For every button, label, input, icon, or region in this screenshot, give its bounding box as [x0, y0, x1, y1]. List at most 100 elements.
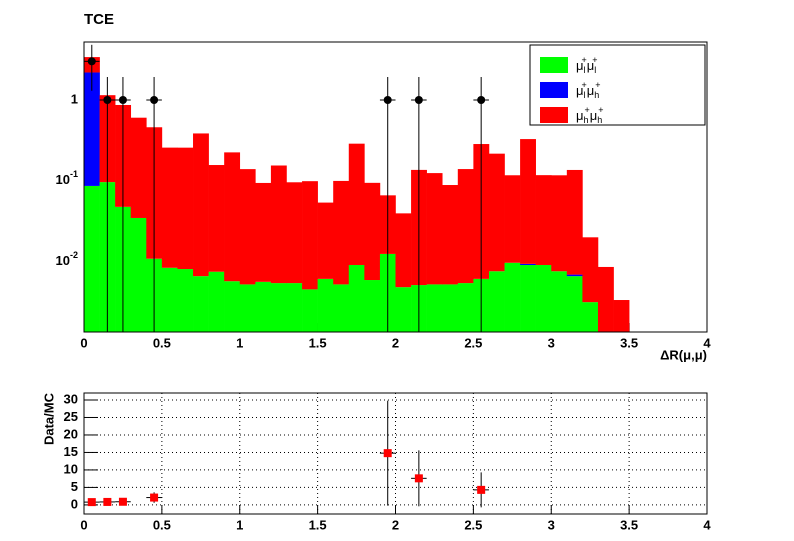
data-point: [414, 96, 423, 105]
frame: [83, 392, 708, 515]
histogram-bar: [551, 271, 568, 332]
histogram-bar: [597, 266, 614, 332]
y-tick-label: 0: [71, 496, 78, 511]
histogram-bar: [566, 169, 583, 275]
y-tick-label: 10-2: [56, 250, 78, 268]
histogram-bar: [535, 175, 552, 265]
x-tick-label: 2.5: [464, 517, 482, 532]
x-tick-label: 4: [703, 517, 711, 532]
x-tick-label: 2: [392, 517, 399, 532]
y-tick-label: 20: [64, 426, 78, 441]
data-point: [87, 498, 96, 507]
x-tick-label: 4: [703, 335, 711, 350]
histogram-bar: [286, 182, 303, 284]
histogram-bar: [520, 139, 536, 264]
histogram-bar: [255, 182, 272, 282]
histogram-bar: [270, 165, 287, 284]
plot-area: 0 0.5 1 1.5 2 2.5 3 3.5 4 10-2 10-1 1 μl+μl+ μl+μh+ μh…: [56, 41, 711, 350]
x-tick-label: 0.5: [153, 517, 171, 532]
histogram-bar: [364, 182, 381, 281]
histogram-bar: [270, 283, 287, 332]
histogram-bar: [442, 284, 459, 332]
histogram-bar: [582, 302, 599, 332]
y-tick-label: 10-1: [56, 169, 78, 187]
data-point: [87, 57, 96, 66]
histogram-bar: [488, 153, 505, 272]
y-tick-label: 30: [64, 391, 78, 406]
histogram-bar: [348, 264, 365, 332]
histogram-bar: [84, 72, 100, 186]
x-tick-label: 2.5: [464, 335, 482, 350]
histogram-bar: [208, 165, 225, 272]
histogram-bar: [239, 169, 256, 285]
data-point: [477, 485, 486, 494]
x-tick-label: 3.5: [620, 335, 638, 350]
histogram-bar: [582, 237, 599, 303]
histogram-bar: [566, 274, 583, 277]
frame: [83, 41, 708, 333]
chart-title: TCE: [84, 11, 114, 28]
histogram-bar: [520, 263, 536, 265]
legend-swatch: [540, 107, 568, 123]
legend-swatch: [540, 57, 568, 73]
histogram-bar: [333, 284, 350, 332]
histogram-bar: [535, 264, 552, 332]
histogram-bar: [302, 289, 318, 332]
legend-label: μh+μh+: [576, 105, 604, 125]
histogram-bar: [177, 147, 194, 270]
data-point: [383, 96, 392, 105]
histogram-bar: [317, 202, 334, 279]
histogram-bar: [193, 133, 209, 277]
data-point: [118, 96, 127, 105]
histogram-bar: [130, 217, 147, 332]
legend-label: μl+μl+: [576, 55, 598, 75]
x-tick-label: 1.5: [309, 335, 327, 350]
histogram-bar: [488, 271, 505, 332]
histogram-bar: [566, 276, 583, 332]
histogram-bar: [520, 264, 536, 332]
histogram-bar: [224, 152, 241, 282]
y-tick-label: 10: [64, 461, 78, 476]
data-point: [414, 474, 423, 483]
x-tick-label: 1: [236, 335, 243, 350]
histogram-bar: [239, 284, 256, 332]
histogram-bar: [130, 117, 147, 218]
histogram-bar: [84, 185, 100, 332]
x-axis-label: ΔR(μ,μ): [660, 347, 707, 362]
x-tick-label: 0: [80, 335, 87, 350]
histogram-bar: [161, 147, 178, 268]
x-tick-label: 3: [548, 517, 555, 532]
histogram-bar: [613, 300, 630, 332]
data-point: [383, 449, 392, 458]
x-tick-label: 3.5: [620, 517, 638, 532]
histogram-bar: [395, 287, 412, 332]
data-point: [150, 96, 159, 105]
histogram-bar: [504, 262, 521, 332]
y-tick-label: 1: [71, 91, 78, 106]
histogram-bar: [161, 267, 178, 332]
y-tick-label: 25: [64, 409, 78, 424]
histogram-bar: [193, 276, 209, 332]
histogram-bar: [504, 175, 521, 263]
histogram-bar: [224, 281, 241, 332]
histogram-bar: [457, 283, 474, 332]
histogram-bar: [255, 281, 272, 332]
histogram-bar: [348, 143, 365, 265]
data-point: [477, 96, 486, 105]
data-point: [118, 497, 127, 506]
histogram-bar: [333, 180, 350, 285]
legend-label: μl+μh+: [576, 80, 601, 100]
histogram-bar: [426, 284, 443, 332]
histogram-bar: [364, 280, 381, 332]
histogram-bar: [457, 169, 474, 284]
y-tick-label: 5: [71, 479, 78, 494]
x-tick-label: 1.5: [309, 517, 327, 532]
y-tick-label: 15: [64, 444, 78, 459]
histogram-bar: [426, 173, 443, 285]
histogram-bar: [317, 278, 334, 332]
y-axis-label: Data/MC: [41, 392, 56, 445]
data-point: [103, 96, 112, 105]
legend-swatch: [540, 82, 568, 98]
histogram-bar: [395, 213, 412, 288]
